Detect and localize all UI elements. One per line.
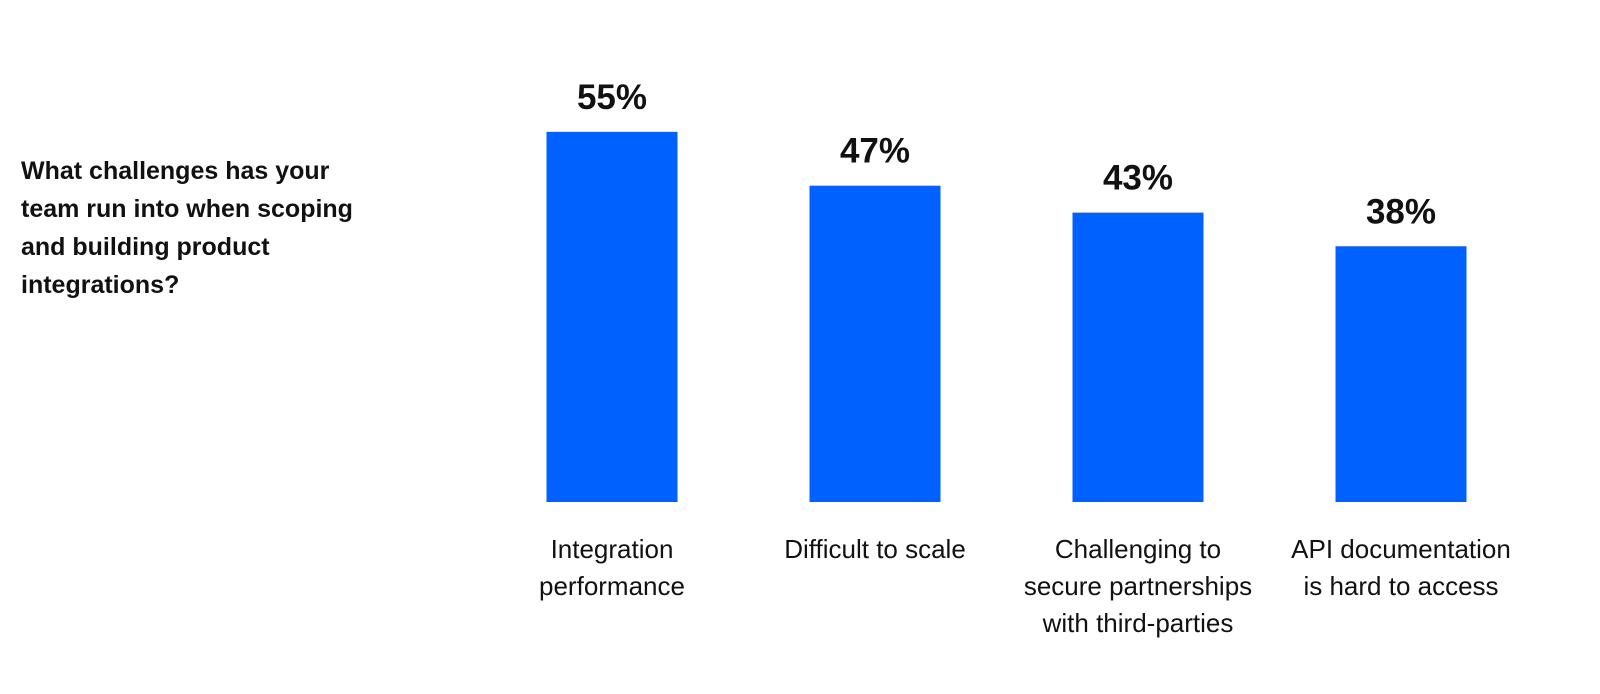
category-label-2: Difficult to scale xyxy=(784,534,966,564)
value-label-2: 47% xyxy=(840,132,910,171)
bars-group xyxy=(546,131,1467,503)
bar-4 xyxy=(1335,246,1467,502)
category-label-1: Integration performance xyxy=(539,534,685,601)
bar-1 xyxy=(546,131,678,502)
bar-2 xyxy=(809,185,941,502)
bar-3 xyxy=(1072,212,1204,503)
value-labels-group: 55% 47% 43% 38% xyxy=(577,78,1436,231)
value-label-3: 43% xyxy=(1103,159,1173,198)
category-label-3: Challenging to secure partnerships with th… xyxy=(1024,534,1252,638)
category-labels-group: Integration performance Difficult to scale… xyxy=(539,534,1511,638)
value-label-4: 38% xyxy=(1366,192,1436,231)
value-label-1: 55% xyxy=(577,78,647,117)
category-label-4: API documentation is hard to access xyxy=(1291,534,1511,601)
chart-question: What challenges has your team run into w… xyxy=(21,157,353,299)
